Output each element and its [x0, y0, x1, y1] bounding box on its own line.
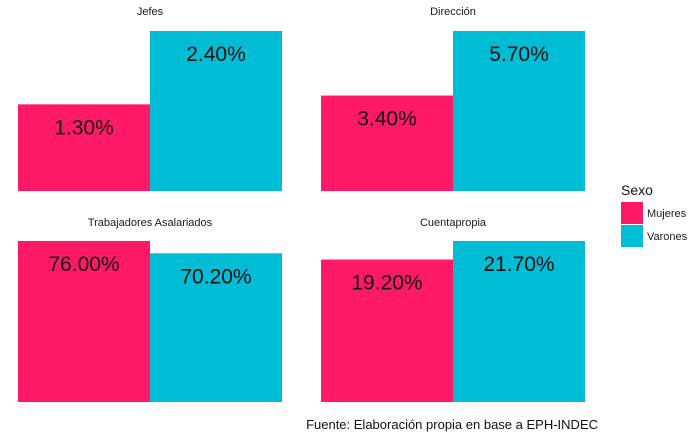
chart-caption: Fuente: Elaboración propia en base a EPH…	[306, 417, 598, 432]
data-label-direccion-mujeres: 3.40%	[357, 108, 417, 131]
data-label-cuentapropia-varones: 21.70%	[483, 253, 554, 276]
legend-label-varones: Varones	[647, 231, 688, 243]
data-label-jefes-varones: 2.40%	[186, 43, 246, 66]
data-label-trabajadores-asalariados-varones: 70.20%	[180, 265, 251, 288]
bar-direccion-mujeres	[321, 95, 453, 191]
bar-jefes-varones	[150, 31, 282, 191]
facet-title-jefes: Jefes	[137, 6, 164, 18]
facet-title-trabajadores-asalariados: Trabajadores Asalariados	[88, 217, 213, 229]
facet-direccion: Dirección 3.40% 5.70%	[321, 6, 585, 191]
bar-trabajadores-asalariados-varones	[150, 253, 282, 402]
legend-swatch-varones	[621, 225, 643, 247]
facet-panels: Jefes 1.30% 2.40% Dirección 3.40% 5.70% Trabaj…	[18, 6, 585, 402]
data-label-cuentapropia-mujeres: 19.20%	[351, 272, 422, 295]
legend-swatch-mujeres	[621, 202, 643, 224]
data-label-jefes-mujeres: 1.30%	[54, 116, 114, 139]
facet-title-cuentapropia: Cuentapropia	[420, 217, 487, 229]
legend-title: Sexo	[621, 182, 653, 198]
bar-cuentapropia-mujeres	[321, 259, 453, 402]
bar-trabajadores-asalariados-mujeres	[18, 241, 150, 402]
facet-trabajadores-asalariados: Trabajadores Asalariados 76.00% 70.20%	[18, 217, 282, 402]
legend-label-mujeres: Mujeres	[647, 208, 687, 220]
data-label-trabajadores-asalariados-mujeres: 76.00%	[48, 253, 119, 276]
facet-title-direccion: Dirección	[430, 6, 476, 18]
bar-cuentapropia-varones	[453, 241, 585, 402]
bar-direccion-varones	[453, 31, 585, 191]
data-label-direccion-varones: 5.70%	[489, 43, 549, 66]
facet-cuentapropia: Cuentapropia 19.20% 21.70%	[321, 217, 585, 402]
facet-jefes: Jefes 1.30% 2.40%	[18, 6, 282, 191]
legend: Sexo Mujeres Varones	[621, 182, 688, 247]
bar-jefes-mujeres	[18, 104, 150, 191]
